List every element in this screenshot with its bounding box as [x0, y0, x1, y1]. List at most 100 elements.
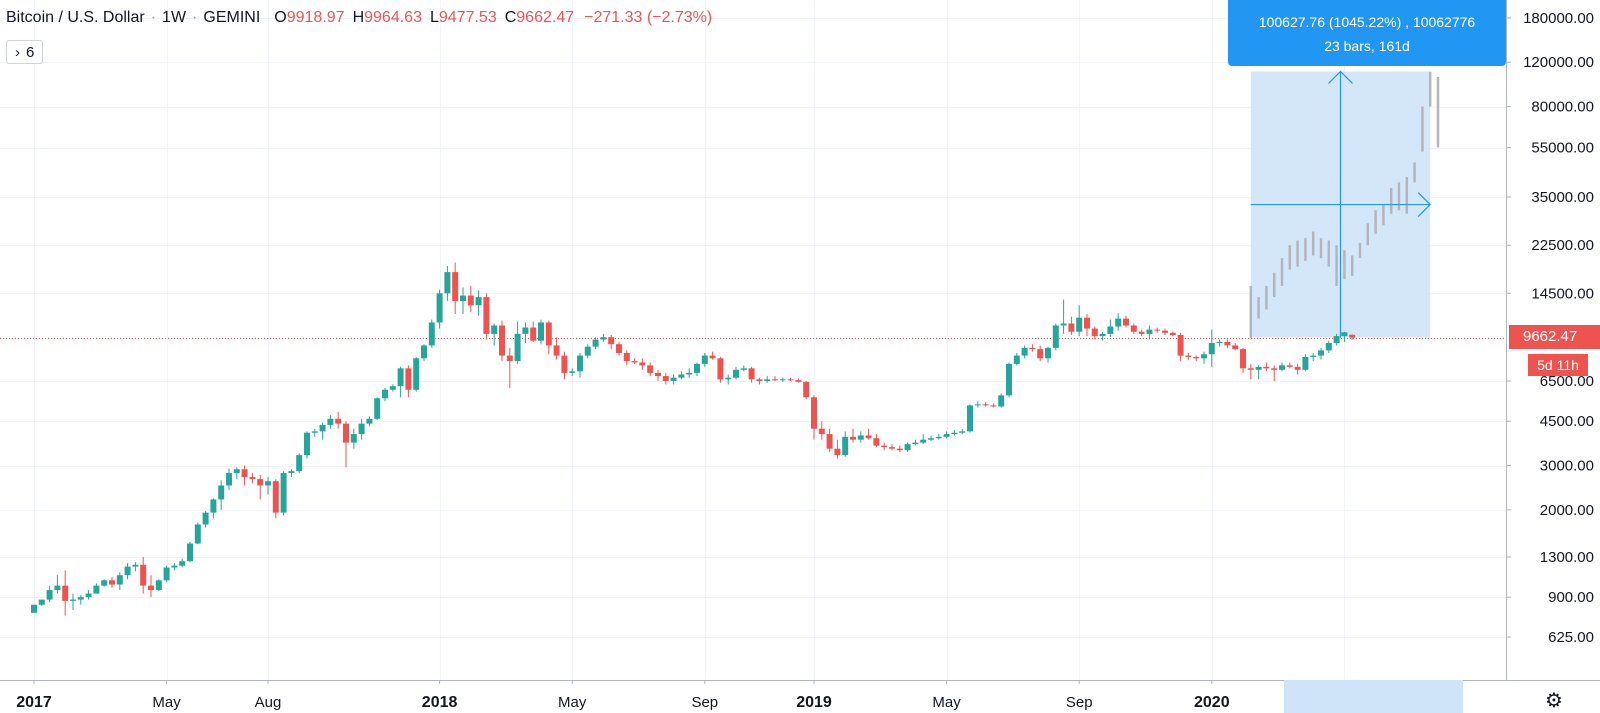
candle	[530, 321, 537, 342]
candle-body	[46, 590, 53, 600]
candle	[943, 431, 950, 439]
separator-dot-icon: ·	[192, 9, 198, 26]
candle	[803, 380, 810, 400]
candle	[756, 377, 763, 385]
x-tick-label: May	[932, 694, 961, 711]
candle-body	[358, 423, 365, 435]
candle	[280, 471, 287, 516]
candle	[304, 431, 310, 459]
candle	[935, 434, 942, 440]
candle	[553, 337, 560, 360]
candle-body	[187, 543, 193, 562]
candle-body	[725, 377, 732, 380]
candle	[350, 428, 357, 449]
x-tick-label: May	[558, 694, 587, 711]
y-tick-label: 55000.00	[1531, 140, 1594, 157]
candle-body	[452, 272, 459, 302]
candle-body	[834, 448, 841, 456]
candle-body	[522, 327, 529, 334]
candle-body	[1185, 355, 1192, 357]
last-price-label: 9662.47	[1509, 325, 1600, 349]
candle-body	[686, 372, 693, 375]
candle	[311, 428, 318, 437]
candle-body	[335, 418, 342, 424]
projection-bars	[1249, 71, 1440, 338]
candle	[296, 453, 303, 474]
time-axis[interactable]: 2017MayAug2018MaySep2019MaySep2020May	[16, 680, 1359, 711]
candle-body	[694, 363, 700, 373]
candle-body	[1333, 336, 1340, 344]
candle-body	[1255, 366, 1262, 370]
candle-body	[803, 381, 810, 398]
candle	[1107, 319, 1114, 338]
candle	[584, 344, 591, 359]
candle	[1099, 331, 1106, 341]
candle	[210, 498, 217, 519]
candle	[616, 341, 622, 356]
candle	[70, 593, 76, 611]
close-key: C	[504, 9, 517, 26]
candle-body	[1013, 355, 1020, 364]
candle	[428, 319, 435, 348]
candle-body	[912, 442, 919, 445]
candle-body	[873, 438, 880, 446]
indicators-toggle-button[interactable]: › 6	[6, 40, 44, 64]
candle-body	[1341, 332, 1348, 337]
candle	[889, 444, 895, 451]
candle	[1201, 351, 1207, 364]
candle-body	[101, 580, 108, 586]
candle-body	[1247, 368, 1254, 370]
candle	[959, 428, 966, 435]
price-axis[interactable]: 180000.00 120000.00 80000.00 55000.00 35000.…	[1506, 10, 1594, 646]
candle	[881, 442, 888, 451]
candle-body	[1037, 349, 1044, 359]
candle	[631, 358, 638, 364]
candle	[709, 351, 716, 360]
candle	[506, 347, 513, 388]
candle	[358, 418, 365, 440]
candle	[460, 287, 466, 314]
candle	[686, 368, 693, 378]
candle-body	[857, 435, 864, 440]
y-tick-label: 6500.00	[1540, 373, 1594, 390]
candle-body	[850, 436, 856, 440]
candle-body	[577, 355, 583, 372]
candle-body	[748, 368, 755, 380]
candle	[1013, 352, 1020, 366]
candle-body	[967, 405, 973, 432]
separator-dot-icon: ·	[150, 9, 157, 26]
candle	[974, 401, 981, 408]
candle-body	[77, 597, 84, 600]
candle	[179, 558, 186, 568]
candle-body	[397, 368, 404, 387]
candle-body	[444, 272, 451, 294]
indicator-count: 6	[26, 43, 35, 61]
candle-body	[296, 455, 303, 472]
symbol-name[interactable]: Bitcoin / U.S. Dollar	[6, 9, 145, 26]
y-tick-label: 14500.00	[1531, 285, 1594, 302]
measure-tooltip: 100627.76 (1045.22%) , 10062776 23 bars,…	[1228, 0, 1506, 66]
candle	[1193, 355, 1200, 362]
interval-label[interactable]: 1W	[162, 9, 187, 26]
candle	[1084, 313, 1090, 337]
open-value: 9918.97	[286, 9, 345, 26]
candle	[226, 468, 232, 490]
candle-body	[241, 469, 248, 478]
candle	[1294, 363, 1301, 375]
candle-body	[31, 604, 37, 613]
candle	[850, 428, 856, 443]
candle	[272, 479, 279, 519]
y-tick-label: 1300.00	[1540, 549, 1594, 566]
candle-body	[467, 295, 474, 306]
candle-body	[795, 380, 802, 382]
candle-body	[1286, 365, 1293, 367]
candle-body	[374, 398, 381, 419]
candle	[187, 542, 193, 563]
candle-body	[928, 438, 934, 440]
gear-icon[interactable]: ⚙	[1545, 690, 1563, 712]
candle	[577, 352, 583, 378]
candle	[1255, 365, 1262, 380]
candle	[1247, 363, 1254, 380]
candle	[132, 562, 139, 572]
